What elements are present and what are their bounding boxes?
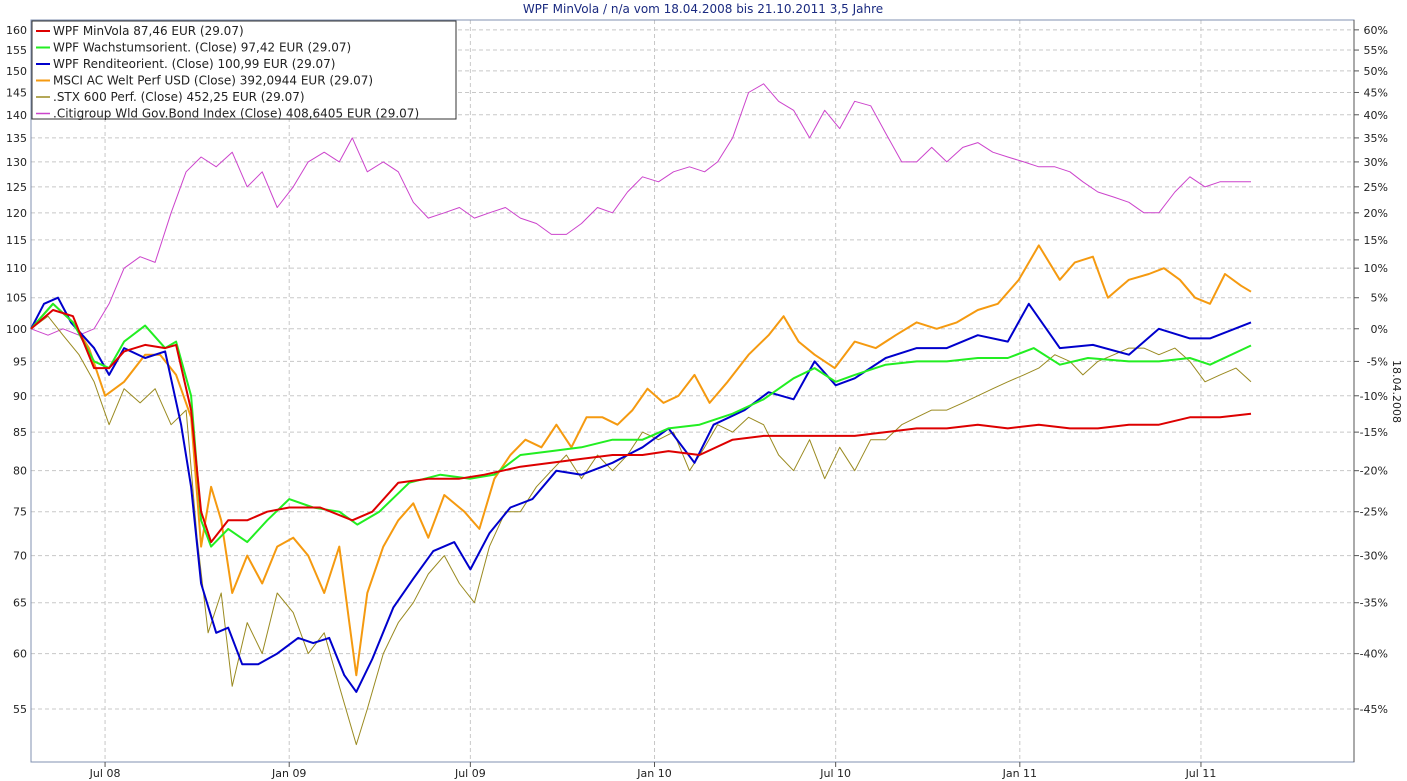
y-right-tick-label: 50% (1364, 65, 1388, 78)
series-layer (30, 83, 1252, 746)
y-tick-label: 120 (6, 207, 27, 220)
legend-entry: WPF MinVola 87,46 EUR (29.07) (53, 24, 244, 38)
series-line-2 (30, 296, 1252, 693)
y-right-tick-label: 20% (1364, 207, 1388, 220)
right-axis-label: 18.04.2008 (1390, 360, 1403, 423)
x-tick-label: Jan 09 (271, 767, 306, 780)
y-tick-label: 60 (13, 648, 27, 661)
chart-title: WPF MinVola / n/a vom 18.04.2008 bis 21.… (523, 2, 883, 16)
series-line-0 (30, 309, 1252, 544)
grid (31, 20, 1354, 762)
y-right-tick-label: 45% (1364, 86, 1388, 99)
y-right-tick-label: 15% (1364, 234, 1388, 247)
y-tick-label: 80 (13, 465, 27, 478)
x-tick-label: Jul 09 (454, 767, 486, 780)
y-tick-label: 135 (6, 132, 27, 145)
x-tick-label: Jul 10 (819, 767, 851, 780)
y-tick-label: 130 (6, 156, 27, 169)
y-tick-label: 65 (13, 597, 27, 610)
y-tick-label: 105 (6, 292, 27, 305)
legend-entry: .STX 600 Perf. (Close) 452,25 EUR (29.07… (53, 90, 305, 104)
y-right-tick-label: -25% (1360, 506, 1388, 519)
y-tick-label: 160 (6, 24, 27, 37)
y-right-tick-label: -15% (1360, 426, 1388, 439)
y-right-tick-label: 30% (1364, 156, 1388, 169)
x-tick-label: Jul 11 (1185, 767, 1217, 780)
y-right-tick-label: 25% (1364, 181, 1388, 194)
y-tick-label: 150 (6, 65, 27, 78)
series-line-3 (30, 244, 1252, 677)
y-right-tick-label: 10% (1364, 262, 1388, 275)
y-tick-label: 100 (6, 323, 27, 336)
y-right-tick-label: 55% (1364, 44, 1388, 57)
y-tick-label: 110 (6, 262, 27, 275)
y-tick-label: 125 (6, 181, 27, 194)
x-tick-label: Jan 10 (636, 767, 671, 780)
y-tick-label: 70 (13, 550, 27, 563)
y-right-tick-label: -45% (1360, 703, 1388, 716)
legend: WPF MinVola 87,46 EUR (29.07) WPF Wachstu… (31, 20, 457, 121)
legend-entry: .Citigroup Wld Gov.Bond Index (Close) 40… (53, 107, 419, 121)
series-line-1 (30, 302, 1252, 548)
y-right-tick-label: -20% (1360, 465, 1388, 478)
axes: 55 60 65 70 75 80 85 90 95 100 105 110 115 120 125 130 1… (6, 19, 1388, 780)
y-tick-label: 85 (13, 426, 27, 439)
y-right-tick-label: -30% (1360, 550, 1388, 563)
y-tick-label: 75 (13, 506, 27, 519)
x-tick-label: Jan 11 (1002, 767, 1037, 780)
y-tick-label: 155 (6, 44, 27, 57)
y-right-tick-label: -40% (1360, 648, 1388, 661)
y-tick-label: 95 (13, 355, 27, 368)
y-right-tick-label: -10% (1360, 390, 1388, 403)
y-tick-label: 145 (6, 86, 27, 99)
y-right-tick-label: 40% (1364, 109, 1388, 122)
legend-entry: WPF Wachstumsorient. (Close) 97,42 EUR (… (53, 41, 351, 55)
x-tick-label: Jul 08 (89, 767, 121, 780)
y-right-tick-label: 35% (1364, 132, 1388, 145)
legend-entry: WPF Renditeorient. (Close) 100,99 EUR (2… (53, 57, 335, 71)
y-tick-label: 115 (6, 234, 27, 247)
y-right-tick-label: -5% (1367, 355, 1388, 368)
y-right-tick-label: 60% (1364, 24, 1388, 37)
y-right-tick-label: -35% (1360, 597, 1388, 610)
y-tick-label: 90 (13, 390, 27, 403)
legend-entry: MSCI AC Welt Perf USD (Close) 392,0944 E… (53, 74, 373, 88)
y-right-tick-label: 5% (1371, 292, 1388, 305)
legend-box (31, 20, 457, 120)
y-tick-label: 140 (6, 109, 27, 122)
y-right-tick-label: 0% (1371, 323, 1388, 336)
series-line-5 (30, 83, 1251, 336)
y-tick-label: 55 (13, 703, 27, 716)
